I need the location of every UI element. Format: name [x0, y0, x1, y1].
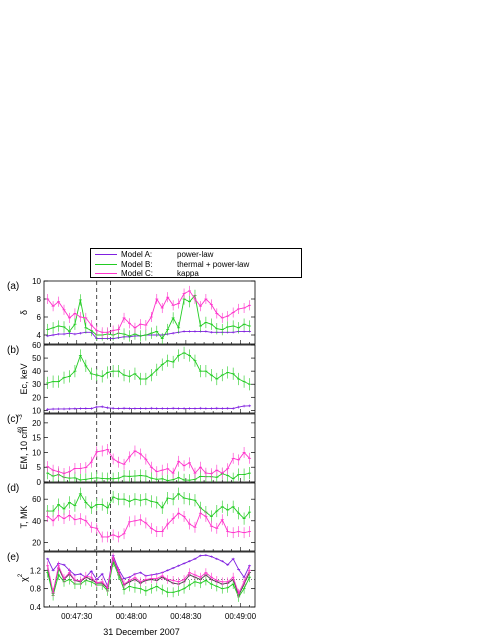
panel-e-series-C [47, 555, 250, 595]
legend-desc-c: kappa [177, 269, 199, 279]
xtick-label: 00:49:00 [225, 612, 257, 621]
panel-c-ytick-label: 0 [37, 478, 42, 487]
panel-b-ytick-label: 30 [32, 380, 41, 389]
panel-b-ytick-label: 60 [32, 341, 41, 350]
panel-e-ytick-label: 0.4 [30, 603, 42, 612]
panel-c-ylabel: EM, 10 cm [19, 426, 29, 469]
panel-e-ytick-label: 1.2 [30, 566, 42, 575]
panel-b-series-B [47, 352, 250, 385]
panel-d-ytick-label: 60 [32, 495, 41, 504]
panel-c-ytick-label: 10 [32, 448, 41, 457]
panel-c-ytick-label: 20 [32, 419, 41, 428]
chi-exponent: 2 [18, 573, 24, 577]
legend-model-c: Model C: [121, 269, 154, 279]
panel-b-ytick-label: 10 [32, 406, 41, 415]
xtick-label: 00:47:30 [61, 612, 93, 621]
panel-c-label: (c) [7, 414, 19, 425]
legend-model-a: Model A: [121, 250, 153, 259]
panel-e-ytick-label: 0.8 [30, 585, 42, 594]
panel-c-series-C [47, 448, 250, 475]
panel-a-label: (a) [7, 281, 19, 292]
x-axis-label: 31 December 2007 [103, 627, 180, 635]
panel-a-ytick-label: 10 [32, 277, 41, 286]
em-unit-exponent: -3 [18, 414, 24, 420]
panel-c-series-B [47, 472, 250, 481]
panel-a-ytick-label: 6 [37, 313, 42, 322]
legend-entry-c: Model C: kappa [95, 269, 297, 279]
panel-c-ytick-label: 5 [37, 463, 42, 472]
legend: Model A: power-law Model B: thermal + powe… [90, 248, 302, 278]
panel-a-ytick-label: 4 [37, 331, 42, 340]
legend-entry-b: Model B: thermal + power-law [95, 260, 297, 270]
panel-d-label: (d) [7, 483, 19, 494]
legend-swatch-a [95, 254, 117, 256]
panel-e-ylabel: χ [19, 577, 29, 582]
panel-a-ylabel: δ [19, 310, 29, 315]
panel-b-ytick-label: 50 [32, 354, 41, 363]
panel-b-ytick-label: 20 [32, 393, 41, 402]
legend-desc-b: thermal + power-law [177, 259, 250, 269]
panel-d-ytick-label: 20 [32, 538, 41, 547]
panel-b-label: (b) [7, 345, 19, 356]
panel-e-label: (e) [7, 552, 19, 563]
panel-d-ylabel: T, MK [19, 505, 29, 528]
panel-b-frame [43, 344, 256, 414]
panel-d-ytick-label: 40 [32, 517, 41, 526]
legend-desc-a: power-law [177, 250, 214, 259]
panel-e-series-A [47, 554, 250, 588]
legend-entry-a: Model A: power-law [95, 250, 297, 260]
panel-d-series-C [47, 512, 250, 538]
panel-b-ylabel: Ec, keV [19, 363, 29, 394]
legend-model-b: Model B: [121, 259, 153, 269]
panel-b-series-A [47, 405, 250, 410]
panel-a-series-B [47, 294, 250, 340]
xtick-label: 00:48:00 [116, 612, 148, 621]
panel-c-ytick-label: 15 [32, 434, 41, 443]
xtick-label: 00:48:30 [170, 612, 202, 621]
panel-d-frame [43, 482, 256, 552]
em-exponent: 49 [18, 426, 24, 433]
panel-a-series-A [47, 330, 250, 340]
legend-swatch-c [95, 273, 117, 275]
legend-swatch-b [95, 263, 117, 265]
panel-d-series-B [47, 492, 250, 520]
panel-a-ytick-label: 8 [37, 295, 42, 304]
panel-b-ytick-label: 40 [32, 367, 41, 376]
